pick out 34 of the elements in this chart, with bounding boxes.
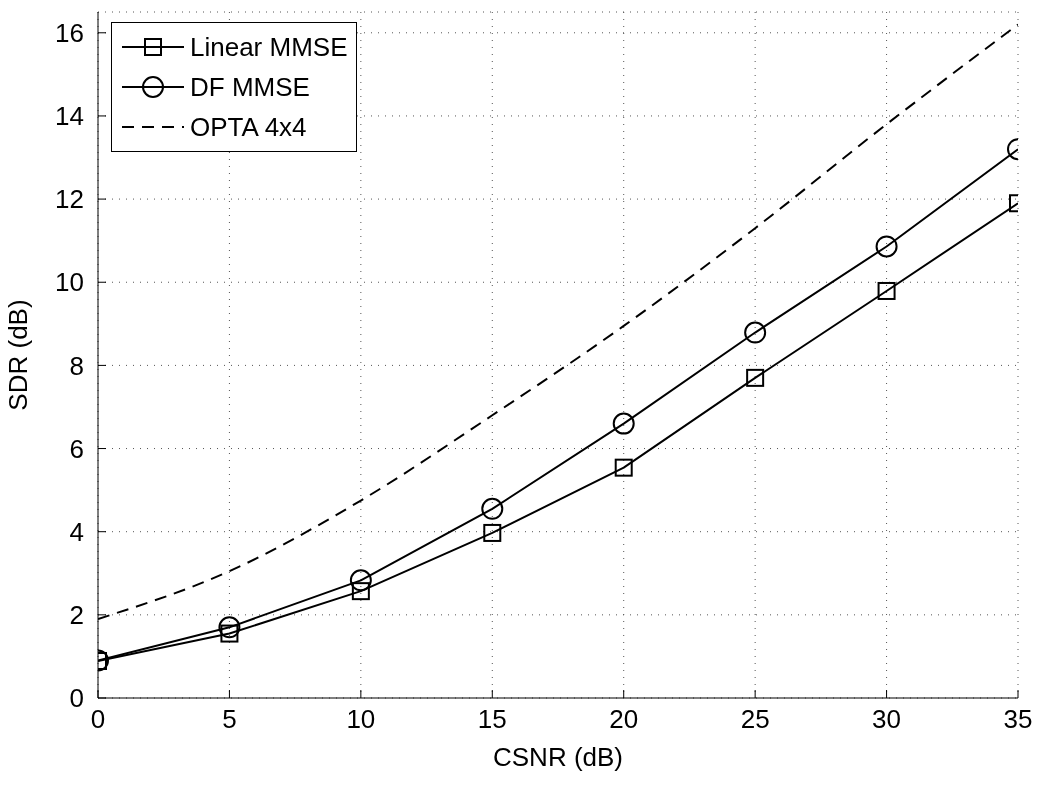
point: [744, 321, 767, 344]
point: [614, 458, 633, 477]
x-tick-label: 0: [90, 704, 106, 735]
x-tick-label: 25: [740, 704, 770, 735]
y-tick-label: 16: [55, 18, 84, 49]
y-tick-label: 12: [55, 184, 84, 215]
y-axis-title: SDR (dB): [3, 299, 34, 411]
y-tick-label: 10: [55, 267, 84, 298]
point: [351, 582, 370, 601]
point: [877, 281, 896, 300]
y-tick-label: 0: [69, 683, 84, 714]
point: [483, 523, 502, 542]
x-tick-label: 5: [222, 704, 237, 735]
x-tick-label: 30: [872, 704, 902, 735]
x-tick-label: 20: [609, 704, 639, 735]
legend-label: OPTA 4x4: [190, 111, 307, 143]
point: [481, 497, 504, 520]
y-tick-label: 8: [69, 350, 84, 381]
point: [349, 569, 372, 592]
x-tick-label: 15: [477, 704, 507, 735]
x-axis-title: CSNR (dB): [492, 742, 624, 772]
point: [218, 616, 241, 639]
point: [746, 368, 765, 387]
y-tick-label: 2: [69, 600, 84, 631]
point: [875, 235, 898, 258]
legend-label: Linear MMSE: [190, 31, 348, 63]
point: [612, 412, 635, 435]
y-tick-label: 4: [69, 516, 84, 547]
point: [220, 624, 239, 643]
y-tick-label: 6: [69, 433, 84, 464]
y-tick-label: 14: [55, 101, 84, 132]
x-tick-label: 35: [1003, 704, 1033, 735]
legend-label: DF MMSE: [190, 71, 310, 103]
x-tick-label: 10: [346, 704, 376, 735]
